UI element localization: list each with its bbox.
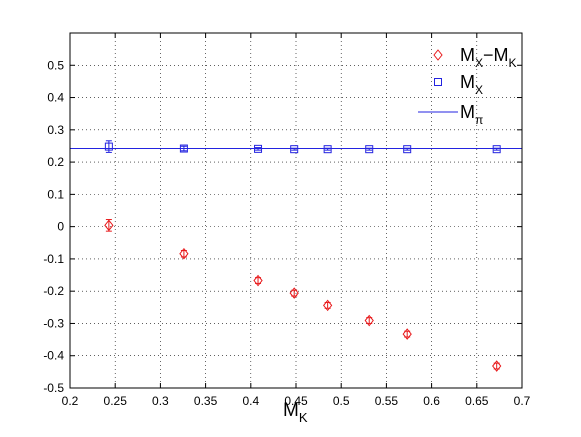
difference-point bbox=[253, 274, 263, 287]
y-tick-label: -0.5 bbox=[43, 381, 64, 395]
legend-marker bbox=[434, 78, 442, 86]
y-tick-label: -0.4 bbox=[43, 349, 64, 363]
legend-entry: MX bbox=[460, 72, 483, 97]
x-axis-label-sub: K bbox=[299, 410, 308, 425]
legend-label-sub: K bbox=[509, 56, 517, 70]
x-tick-label: 0.35 bbox=[194, 394, 218, 408]
legend-label-main: M bbox=[460, 45, 475, 65]
x-tick-label: 0.7 bbox=[514, 394, 531, 408]
mx-point bbox=[492, 145, 501, 154]
mx-point bbox=[403, 145, 412, 154]
x-tick-label: 0.55 bbox=[375, 394, 399, 408]
y-tick-label: -0.3 bbox=[43, 316, 64, 330]
difference-point bbox=[179, 247, 189, 260]
legend-label-sub: X bbox=[475, 56, 483, 70]
mx-point bbox=[290, 145, 299, 154]
difference-point bbox=[104, 219, 114, 232]
x-tick-label: 0.45 bbox=[284, 394, 308, 408]
difference-point bbox=[322, 299, 333, 312]
mx-point bbox=[254, 144, 263, 153]
mx-point bbox=[365, 145, 374, 154]
legend-marker bbox=[433, 49, 443, 61]
mx-point bbox=[323, 145, 332, 154]
data-points bbox=[104, 140, 502, 372]
y-tick-label: 0.4 bbox=[47, 91, 64, 105]
legend-label-main: −M bbox=[483, 45, 509, 65]
legend-label-sub: X bbox=[475, 83, 483, 97]
axis-ticks: 0.2 0.25 0.3 0.35 0.4 0.45 0.5 0.55 0.6 0.65 0.7 -0… bbox=[43, 33, 531, 408]
y-tick-label: 0 bbox=[57, 220, 64, 234]
mx-point bbox=[179, 144, 188, 153]
x-tick-label: 0.2 bbox=[62, 394, 79, 408]
legend-label-sub: π bbox=[475, 113, 483, 127]
mx-point bbox=[104, 142, 113, 151]
legend-label-main: M bbox=[460, 72, 475, 92]
y-tick-label: 0.1 bbox=[47, 187, 64, 201]
x-tick-label: 0.65 bbox=[465, 394, 489, 408]
x-tick-label: 0.25 bbox=[104, 394, 128, 408]
difference-point bbox=[492, 360, 502, 372]
x-tick-label: 0.3 bbox=[152, 394, 169, 408]
x-axis-label: MK bbox=[283, 400, 308, 425]
difference-point bbox=[364, 314, 374, 327]
y-tick-label: -0.2 bbox=[43, 284, 64, 298]
difference-point bbox=[289, 287, 299, 299]
y-tick-label: 0.3 bbox=[47, 123, 64, 137]
legend-entry: MX−MK bbox=[460, 45, 517, 70]
x-tick-label: 0.5 bbox=[333, 394, 350, 408]
x-tick-label: 0.4 bbox=[242, 394, 259, 408]
legend-label-main: M bbox=[460, 102, 475, 122]
x-axis-label-main: M bbox=[283, 400, 299, 421]
x-tick-label: 0.6 bbox=[423, 394, 440, 408]
y-tick-label: 0.5 bbox=[47, 58, 64, 72]
y-tick-label: 0.2 bbox=[47, 155, 64, 169]
difference-point bbox=[402, 328, 412, 340]
legend-entry: Mπ bbox=[460, 102, 483, 127]
y-tick-label: -0.1 bbox=[43, 252, 64, 266]
